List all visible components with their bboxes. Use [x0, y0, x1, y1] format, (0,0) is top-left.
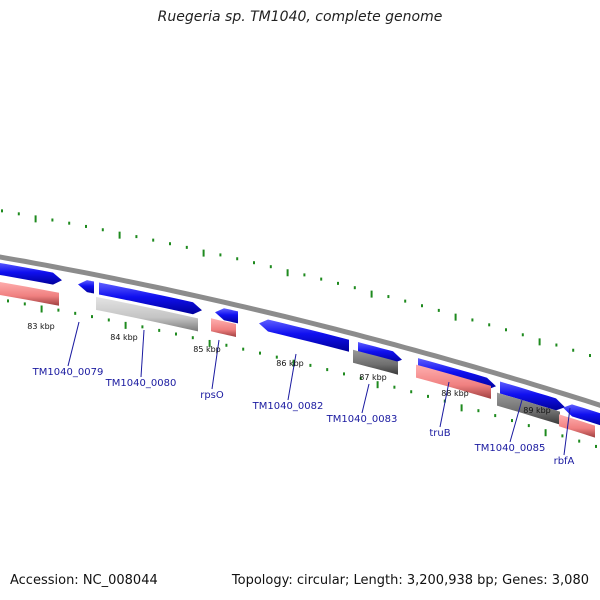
gene-label[interactable]: rbfA — [554, 456, 575, 467]
map-title: Ruegeria sp. TM1040, complete genome — [157, 9, 443, 25]
cds-forward — [500, 381, 565, 411]
gene-labels: TM1040_0079TM1040_0080rpsOTM1040_0082TM1… — [32, 321, 575, 467]
label-leader-line — [439, 381, 450, 428]
kbp-marker-label: 88 kbp — [441, 389, 469, 398]
gene-grey — [497, 392, 560, 425]
gene-label[interactable]: rpsO — [200, 390, 224, 401]
genome-backbone — [0, 254, 600, 408]
label-leader-line — [211, 339, 220, 390]
cds-reverse — [563, 404, 600, 426]
gene-label[interactable]: TM1040_0079 — [32, 367, 104, 378]
backbone-line — [0, 254, 600, 408]
kbp-marker-label: 87 kbp — [359, 373, 387, 382]
kbp-marker-label: 84 kbp — [110, 333, 138, 342]
label-leader-line — [140, 329, 145, 378]
label-leader-line — [509, 399, 523, 443]
gene-label[interactable]: TM1040_0083 — [326, 414, 398, 425]
cds-forward — [0, 262, 62, 285]
outer-tick-ring — [1, 209, 591, 358]
kbp-marker-label: 89 kbp — [523, 406, 551, 415]
gene-label[interactable]: TM1040_0085 — [474, 443, 546, 454]
gene-grey — [353, 349, 398, 375]
cds-reverse — [259, 319, 349, 352]
gene-label[interactable]: TM1040_0080 — [105, 378, 177, 389]
kbp-markers: 83 kbp 84 kbp 85 kbp 86 kbp 87 kbp 88 kbp 89 k… — [27, 322, 551, 415]
gene-pink — [211, 318, 236, 337]
gene-label[interactable]: TM1040_0082 — [252, 401, 324, 412]
kbp-marker-label: 86 kbp — [276, 359, 304, 368]
kbp-marker-label: 83 kbp — [27, 322, 55, 331]
kbp-marker-label: 85 kbp — [193, 345, 221, 354]
label-leader-line — [287, 353, 297, 401]
cds-reverse — [215, 308, 238, 324]
gene-pink — [416, 364, 491, 399]
inner-tick-ring — [7, 299, 597, 448]
gene-features — [0, 262, 600, 438]
label-leader-line — [361, 383, 370, 414]
gene-pink — [0, 281, 59, 306]
label-leader-line — [67, 321, 80, 367]
cds-forward — [99, 282, 202, 315]
genome-summary-text: Topology: circular; Length: 3,200,938 bp… — [231, 573, 589, 588]
accession-text: Accession: NC_008044 — [10, 573, 158, 588]
cds-reverse — [78, 280, 94, 294]
label-leader-line — [563, 407, 571, 456]
gene-grey — [96, 296, 198, 332]
cds-forward — [358, 342, 402, 364]
gene-label[interactable]: truB — [429, 428, 450, 439]
